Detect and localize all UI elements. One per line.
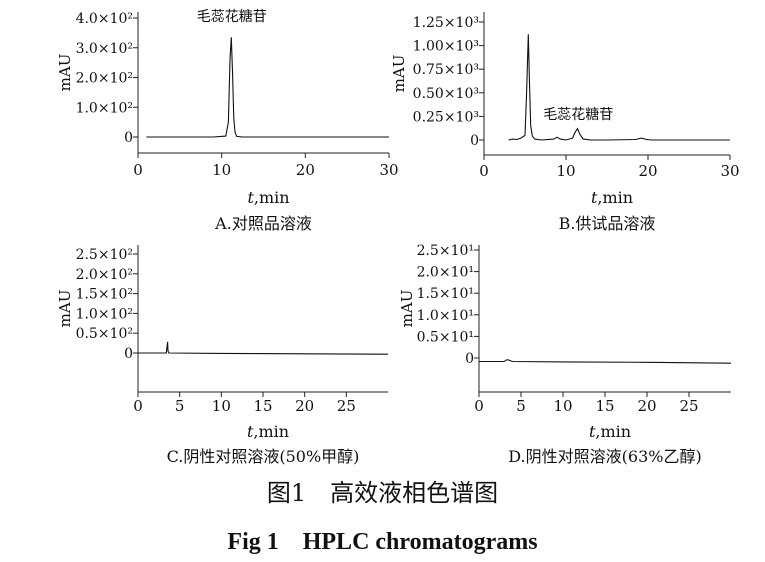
panel-a-x-tick-label: 30 [379, 161, 398, 179]
panel-c-x-tick-label: 0 [133, 397, 143, 415]
panel-d-x-tick-label: 10 [553, 397, 572, 415]
panel-c-y-tick-label: 1.0×10² [76, 306, 133, 322]
panel-a-y-tick-label: 4.0×10² [76, 11, 133, 27]
panel-d-y-axis-label: mAU [398, 290, 416, 328]
panel-d-y-tick-label: 1.0×10¹ [417, 308, 474, 324]
panel-c-x-tick-label: 15 [253, 397, 272, 415]
panel-c-x-tick-label: 20 [295, 397, 314, 415]
panel-d-y-tick-label: 2.0×10¹ [417, 265, 474, 281]
panel-b-y-tick-label: 1.00×10³ [413, 39, 479, 55]
panel-a-y-axis-label: mAU [56, 54, 74, 92]
panel-a-y-tick-label: 1.0×10² [76, 100, 133, 116]
panel-a-y-tick-label: 2.0×10² [76, 71, 133, 87]
panel-b-x-axis-unit: ,min [597, 188, 633, 207]
panel-b-x-tick-label: 0 [479, 162, 489, 180]
panel-c-x-tick-label: 10 [212, 397, 231, 415]
panel-c-x-tick-label: 5 [175, 397, 185, 415]
panel-b-y-tick-label: 0 [470, 133, 479, 149]
panel-a-x-axis-unit: ,min [254, 188, 290, 207]
panel-d-x-tick-label: 5 [516, 397, 526, 415]
panel-c-y-axis-label: mAU [56, 290, 74, 328]
panel-c-x-axis-variable: t [247, 422, 254, 441]
panel-c-x-axis-label: t,min [247, 422, 289, 441]
panel-b-peak-label: 毛蕊花糖苷 [543, 107, 613, 123]
panel-b-x-tick-label: 30 [720, 162, 739, 180]
panel-c-x-tick-label: 25 [337, 397, 356, 415]
panel-c-chromatogram-trace [138, 341, 389, 355]
panel-d-y-tick-label: 1.5×10¹ [417, 286, 474, 302]
panel-a-x-tick-label: 10 [212, 161, 231, 179]
panel-d-x-axis-label: t,min [589, 422, 631, 441]
panel-a-subtitle: A.对照品溶液 [214, 214, 312, 233]
panel-b-y-axis-label: mAU [390, 55, 408, 93]
panel-d-x-tick-label: 15 [595, 397, 614, 415]
panel-b-x-axis-label: t,min [591, 188, 633, 207]
panel-d-x-axis-unit: ,min [595, 422, 631, 441]
panel-d-y-tick-label: 0.5×10¹ [417, 329, 474, 345]
panel-b-y-tick-label: 1.25×10³ [413, 15, 479, 31]
panel-a-x-tick-label: 0 [133, 161, 143, 179]
panel-c-y-tick-label: 0 [124, 346, 133, 362]
panel-c-y-tick-label: 2.0×10² [76, 267, 133, 283]
panel-d-x-axis-variable: t [589, 422, 596, 441]
panel-a-x-axis-label: t,min [247, 188, 289, 207]
panel-c-y-tick-label: 0.5×10² [76, 326, 133, 342]
panel-d-x-tick-label: 0 [474, 397, 484, 415]
panel-d-y-tick-label: 0 [465, 351, 474, 367]
panel-a-y-tick-label: 0 [124, 130, 133, 146]
figure-caption-english: Fig 1 HPLC chromatograms [227, 529, 538, 555]
panel-d-x-tick-label: 20 [637, 397, 656, 415]
panel-c-y-tick-label: 1.5×10² [76, 287, 133, 303]
panel-a-x-axis-variable: t [247, 188, 254, 207]
panel-d-subtitle: D.阴性对照溶液(63%乙醇) [508, 447, 701, 466]
panel-a-peak-label: 毛蕊花糖苷 [197, 9, 267, 25]
panel-d-chromatogram-trace [479, 359, 732, 364]
figure-caption-chinese: 图1 高效液相色谱图 [266, 479, 499, 507]
panel-c-x-axis-unit: ,min [253, 422, 289, 441]
panel-b-chromatogram-trace [508, 34, 730, 141]
panel-a-chromatogram-trace [146, 37, 389, 138]
panel-b-x-axis-variable: t [591, 188, 598, 207]
panel-b-x-tick-label: 10 [556, 162, 575, 180]
panel-b-y-tick-label: 0.25×10³ [413, 109, 479, 125]
panel-b-x-tick-label: 20 [638, 162, 657, 180]
panel-d-x-tick-label: 25 [679, 397, 698, 415]
panel-c-subtitle: C.阴性对照溶液(50%甲醇) [167, 447, 360, 466]
panel-c-y-tick-label: 2.5×10² [76, 247, 133, 263]
panel-a-x-tick-label: 20 [296, 161, 315, 179]
panel-a-y-tick-label: 3.0×10² [76, 41, 133, 57]
panel-b-y-tick-label: 0.75×10³ [413, 62, 479, 78]
panel-b-subtitle: B.供试品溶液 [559, 214, 656, 233]
panel-d-y-tick-label: 2.5×10¹ [417, 243, 474, 259]
panel-b-y-tick-label: 0.50×10³ [413, 86, 479, 102]
